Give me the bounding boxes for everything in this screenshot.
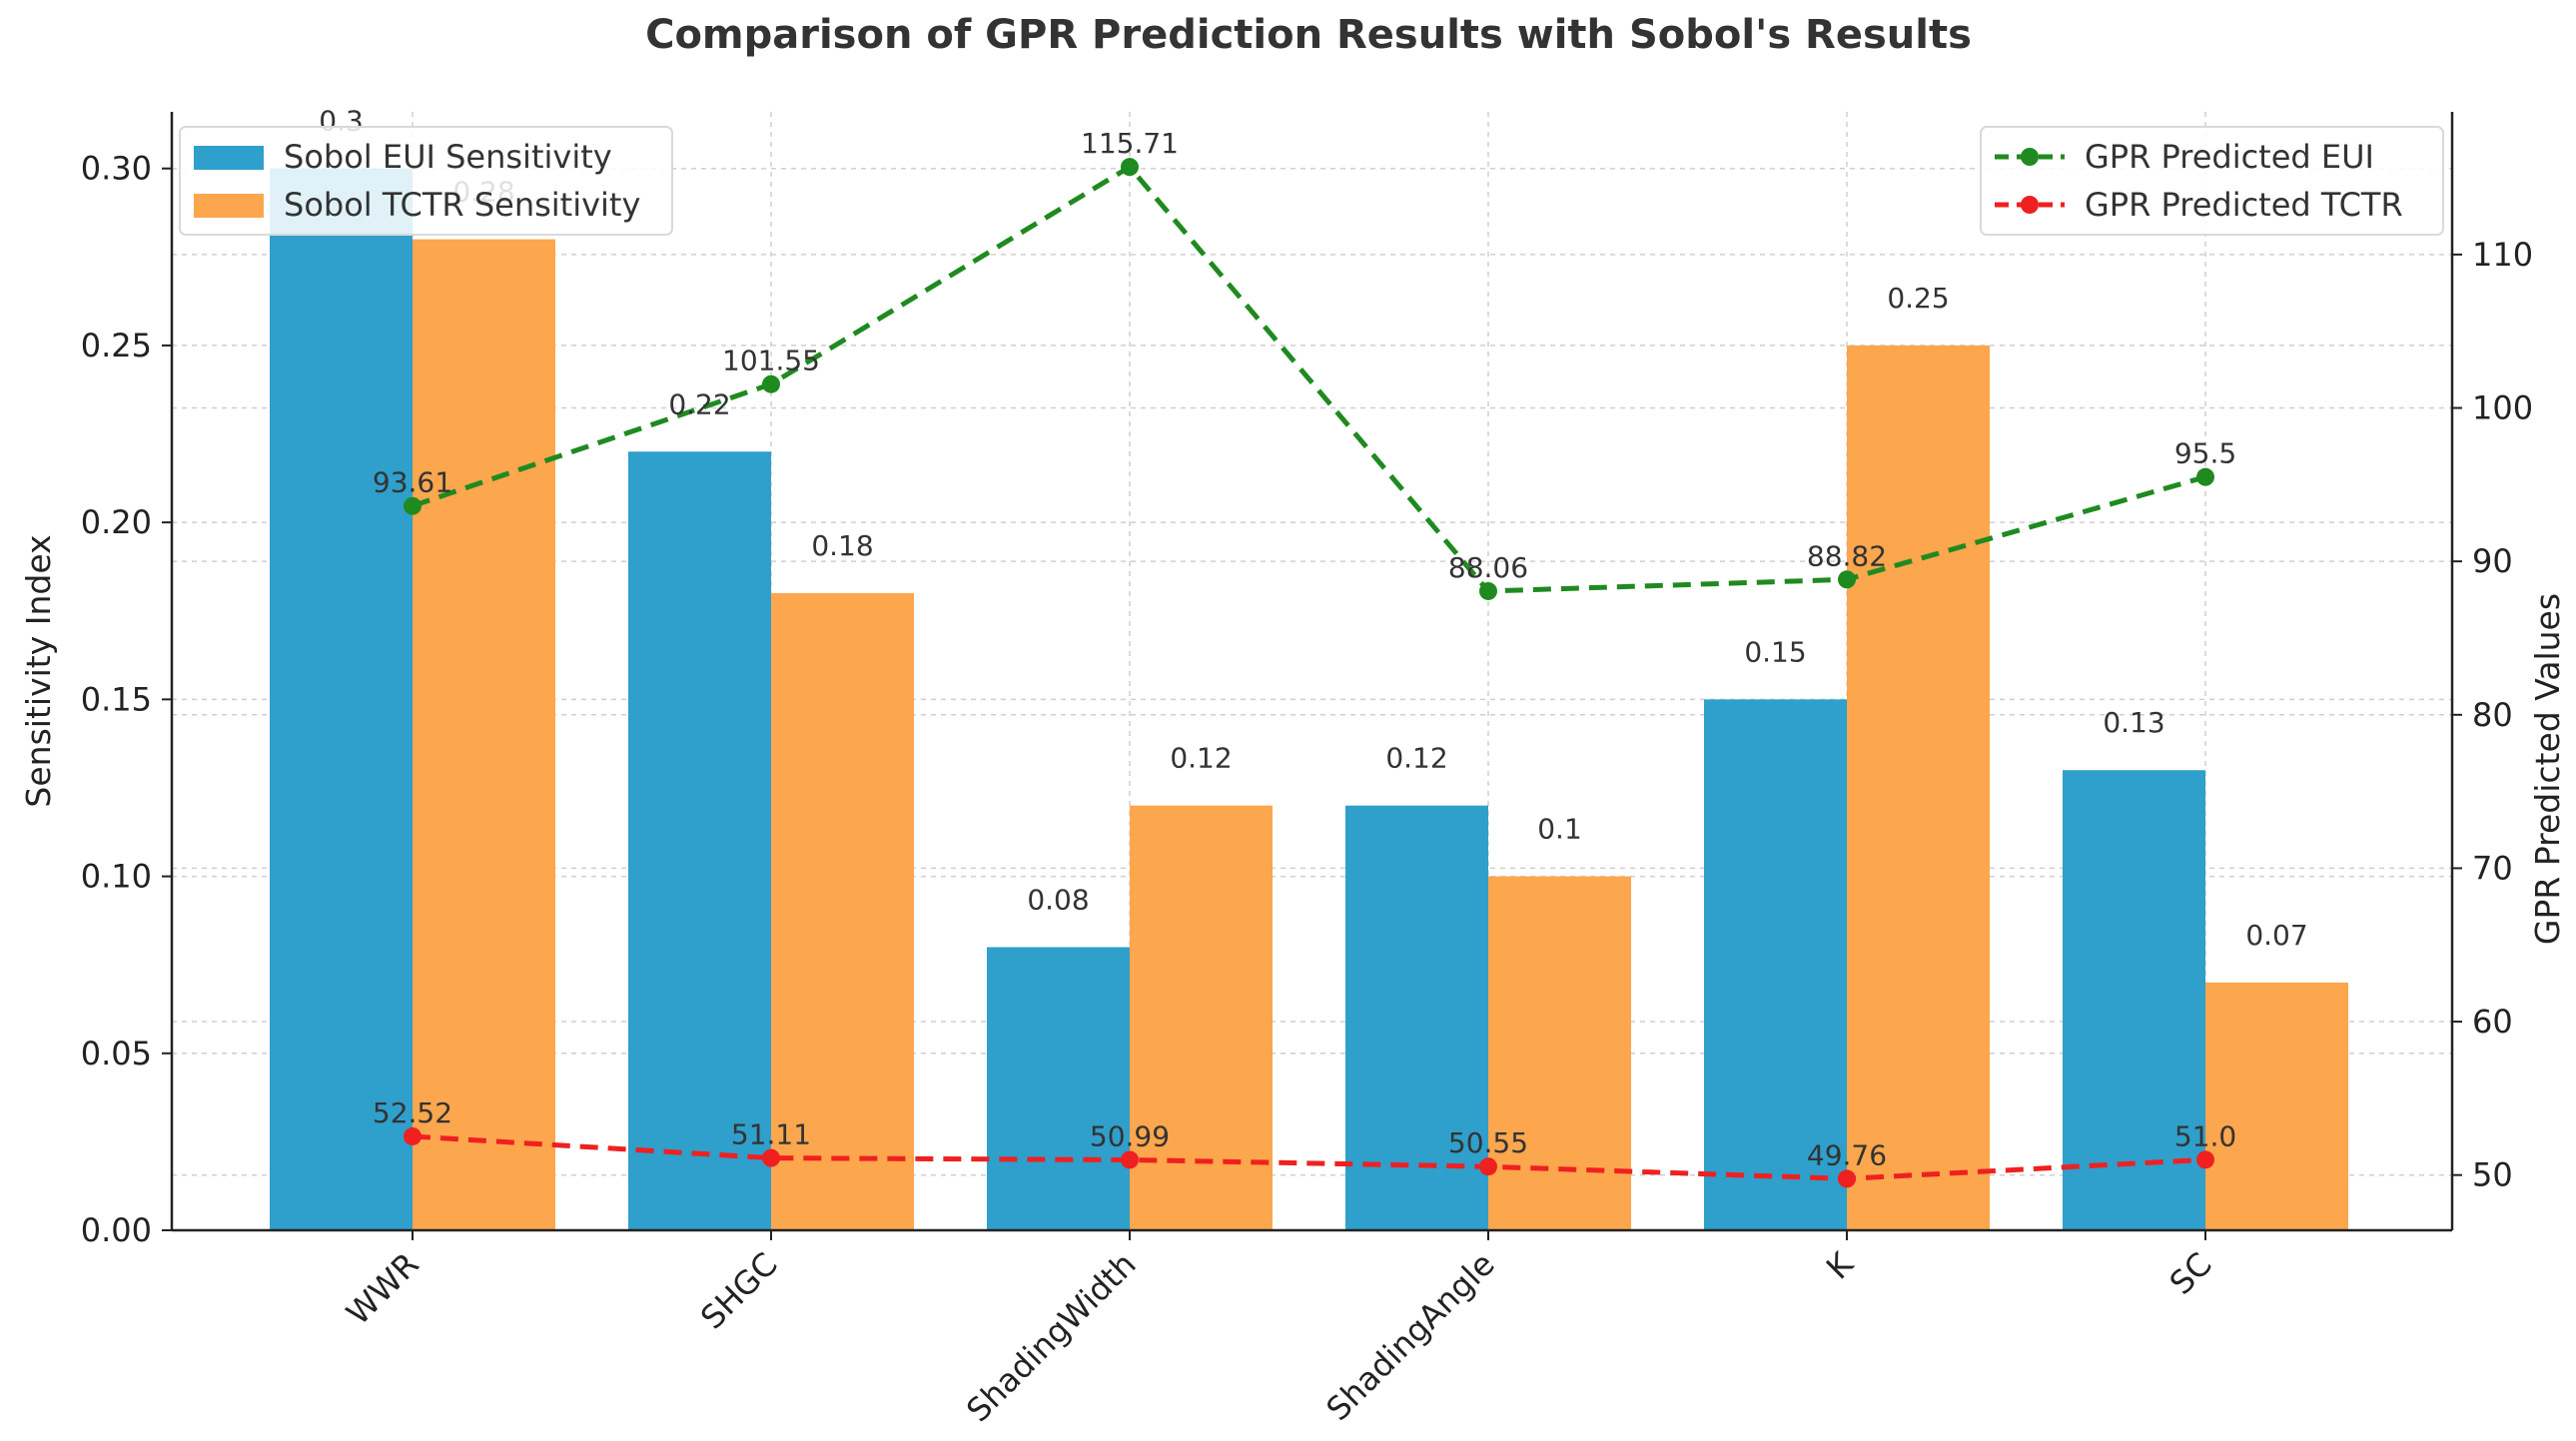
line-label-gpr-predicted-eui-shadingwidth: 115.71	[1081, 127, 1179, 160]
y-tick-label-right-6: 110	[2472, 236, 2533, 274]
point-gpr-predicted-tctr-wwr	[404, 1126, 422, 1145]
line-label-gpr-predicted-tctr-shadingwidth: 50.99	[1090, 1119, 1170, 1152]
bar-label-sobol-eui-sensitivity-shadingangle: 0.12	[1385, 742, 1447, 775]
point-gpr-predicted-eui-shadingangle	[1479, 581, 1497, 600]
legend-label-sobol-eui-sensitivity: Sobol EUI Sensitivity	[284, 138, 612, 176]
bar-label-sobol-tctr-sensitivity-shgc: 0.18	[811, 529, 873, 562]
bar-sobol-tctr-sensitivity-shadingangle	[1488, 876, 1631, 1230]
bar-sobol-tctr-sensitivity-shadingwidth	[1130, 805, 1273, 1230]
y-tick-label-left-2: 0.10	[81, 858, 152, 896]
legend-label-sobol-tctr-sensitivity: Sobol TCTR Sensitivity	[284, 186, 640, 224]
point-gpr-predicted-tctr-k	[1838, 1169, 1856, 1188]
y-axis-left-label: Sensitivity Index	[19, 534, 58, 807]
bar-label-sobol-tctr-sensitivity-shadingwidth: 0.12	[1170, 742, 1232, 775]
legend-left-frame	[179, 126, 673, 236]
line-label-gpr-predicted-eui-wwr: 93.61	[373, 466, 452, 499]
y-tick-label-right-1: 60	[2472, 1003, 2513, 1041]
line-label-gpr-predicted-tctr-shadingangle: 50.55	[1448, 1126, 1528, 1159]
bar-sobol-eui-sensitivity-k	[1704, 699, 1847, 1230]
line-label-gpr-predicted-tctr-wwr: 52.52	[373, 1096, 452, 1129]
bar-label-sobol-eui-sensitivity-shgc: 0.22	[668, 387, 730, 420]
bar-sobol-eui-sensitivity-shgc	[628, 451, 771, 1230]
line-label-gpr-predicted-tctr-shgc: 51.11	[731, 1118, 811, 1151]
legend-layer: Sobol EUI Sensitivity Sobol TCTR Sensitiv…	[179, 126, 2444, 236]
line-label-gpr-predicted-eui-k: 88.82	[1807, 539, 1887, 572]
bar-label-sobol-tctr-sensitivity-shadingangle: 0.1	[1537, 813, 1582, 846]
legend-right-frame	[1980, 126, 2444, 236]
line-label-gpr-predicted-tctr-k: 49.76	[1807, 1138, 1887, 1171]
legend-swatch-sobol-tctr-sensitivity	[194, 194, 264, 218]
legend-marker-gpr-predicted-tctr	[2021, 196, 2039, 214]
point-gpr-predicted-eui-sc	[2196, 467, 2214, 486]
y-tick-label-right-0: 50	[2472, 1156, 2513, 1194]
bar-sobol-eui-sensitivity-shadingangle	[1345, 805, 1488, 1230]
legend-swatch-sobol-eui-sensitivity	[194, 146, 264, 170]
line-label-gpr-predicted-tctr-sc: 51.0	[2174, 1119, 2236, 1152]
chart-title: Comparison of GPR Prediction Results wit…	[645, 12, 1972, 58]
point-gpr-predicted-eui-k	[1838, 570, 1856, 589]
bar-sobol-tctr-sensitivity-wwr	[413, 239, 555, 1230]
bar-label-sobol-eui-sensitivity-sc: 0.13	[2103, 706, 2164, 739]
y-tick-label-left-3: 0.15	[81, 680, 152, 718]
y-tick-label-left-6: 0.30	[81, 150, 152, 188]
point-gpr-predicted-tctr-shadingwidth	[1121, 1150, 1139, 1169]
bar-label-sobol-tctr-sensitivity-sc: 0.07	[2245, 919, 2307, 952]
y-tick-label-right-5: 100	[2472, 389, 2533, 427]
y-tick-label-right-4: 90	[2472, 542, 2513, 580]
legend-marker-gpr-predicted-eui	[2021, 148, 2039, 166]
line-gpr-predicted-tctr	[412, 1133, 2206, 1181]
y-tick-label-right-2: 70	[2472, 849, 2513, 887]
point-gpr-predicted-eui-wwr	[404, 496, 422, 515]
bar-sobol-eui-sensitivity-sc	[2063, 770, 2205, 1230]
bar-sobol-tctr-sensitivity-sc	[2205, 982, 2348, 1230]
legend-label-gpr-predicted-tctr: GPR Predicted TCTR	[2085, 186, 2403, 224]
point-gpr-predicted-tctr-shadingangle	[1479, 1157, 1497, 1176]
bar-sobol-eui-sensitivity-wwr	[270, 168, 413, 1230]
point-gpr-predicted-tctr-shgc	[762, 1148, 780, 1167]
y-tick-label-left-5: 0.25	[81, 327, 152, 364]
bar-label-sobol-eui-sensitivity-shadingwidth: 0.08	[1027, 883, 1089, 916]
bar-sobol-tctr-sensitivity-k	[1847, 345, 1990, 1230]
y-tick-label-left-4: 0.20	[81, 503, 152, 541]
line-label-gpr-predicted-eui-shgc: 101.55	[722, 345, 820, 377]
y-tick-label-left-1: 0.05	[81, 1035, 152, 1073]
line-label-gpr-predicted-eui-sc: 95.5	[2174, 437, 2236, 470]
bar-sobol-eui-sensitivity-shadingwidth	[987, 947, 1130, 1230]
y-tick-label-left-0: 0.00	[81, 1211, 152, 1249]
bar-label-sobol-eui-sensitivity-k: 0.15	[1744, 635, 1806, 668]
line-gpr-predicted-eui	[412, 163, 2206, 594]
point-gpr-predicted-tctr-sc	[2196, 1150, 2214, 1169]
label-layer: 0.30.220.080.120.150.130.280.180.120.10.…	[319, 105, 2307, 1172]
point-gpr-predicted-eui-shadingwidth	[1121, 158, 1139, 177]
y-tick-label-right-3: 80	[2472, 696, 2513, 734]
y-axis-right-label: GPR Predicted Values	[2528, 593, 2567, 945]
line-label-gpr-predicted-eui-shadingangle: 88.06	[1448, 551, 1528, 584]
legend-label-gpr-predicted-eui: GPR Predicted EUI	[2085, 138, 2374, 176]
bar-label-sobol-tctr-sensitivity-k: 0.25	[1887, 282, 1949, 315]
bar-sobol-tctr-sensitivity-shgc	[771, 593, 914, 1230]
line-layer	[404, 158, 2214, 1188]
point-gpr-predicted-eui-shgc	[762, 374, 780, 393]
